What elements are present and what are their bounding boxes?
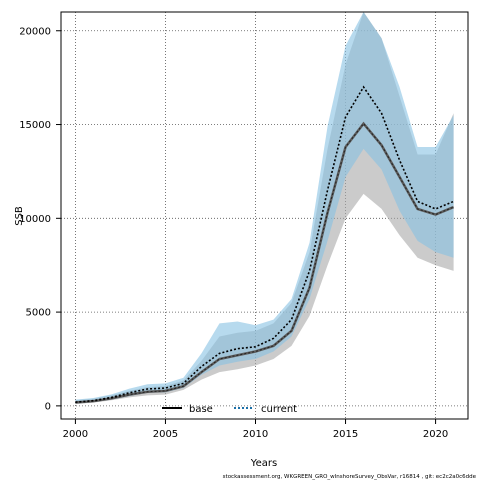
x-tick-label: 2020 (423, 429, 448, 440)
y-tick-label: 5000 (26, 308, 51, 319)
x-tick-label: 2005 (153, 429, 178, 440)
footer-text: stockassessment.org, WKGREEN_GRO_wInshor… (223, 474, 477, 480)
y-tick-label: 10000 (19, 214, 51, 225)
legend-base-label: base (189, 404, 213, 415)
y-tick-label: 0 (45, 401, 51, 412)
band-current (75, 12, 454, 404)
confidence-bands (75, 12, 454, 404)
x-tick-label: 2015 (333, 429, 358, 440)
line-base-dots (75, 122, 454, 403)
y-axis: 0 5000 10000 15000 20000 (19, 26, 61, 412)
legend: base current (162, 404, 297, 415)
y-tick-label: 20000 (19, 26, 51, 37)
legend-current-label: current (261, 404, 297, 415)
line-current (75, 85, 454, 403)
x-axis: 2000 2005 2010 2015 2020 (63, 419, 448, 440)
x-axis-label: Years (250, 458, 277, 469)
series-lines (75, 85, 455, 404)
x-tick-label: 2010 (243, 429, 268, 440)
x-tick-label: 2000 (63, 429, 88, 440)
plot-frame (60, 11, 469, 420)
y-axis-label: SSB (14, 206, 25, 226)
y-tick-label: 15000 (19, 120, 51, 131)
